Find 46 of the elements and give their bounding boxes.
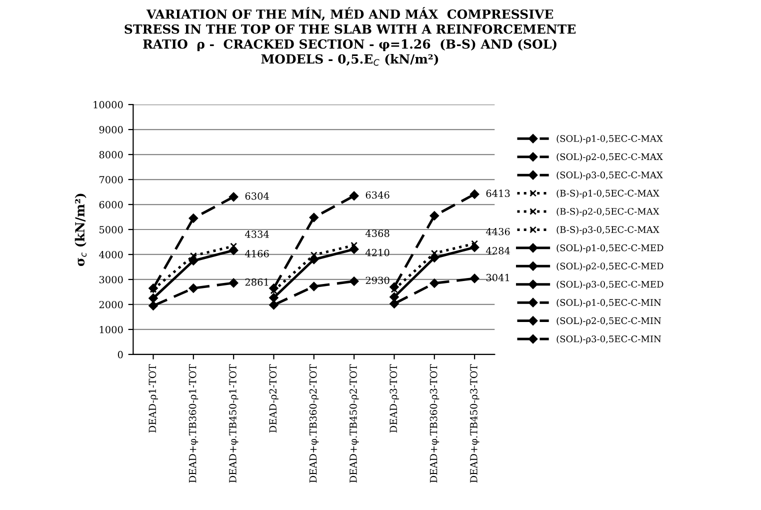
x-tick-label: DEAD+φ.TB450-ρ1-TOT <box>229 364 238 483</box>
y-tick-label: 6000 <box>99 200 123 208</box>
legend-label: (B-S)-ρ3-0,5EC-C-MAX <box>556 226 660 235</box>
y-tick-label: 7000 <box>100 176 123 184</box>
legend-label: (SOL)-ρ2-0,5EC-C-MED <box>556 262 664 272</box>
legend-label: (B-S)-ρ2-0,5EC-C-MAX <box>556 208 660 217</box>
y-tick-label: 0 <box>118 350 123 358</box>
data-label: 3041 <box>486 274 510 282</box>
x-tick-label: DEAD+φ.TB450-ρ3-TOT <box>470 364 480 483</box>
legend-label: (SOL)-ρ2-0,5EC-C-MIN <box>556 317 662 326</box>
legend-label: (SOL)-ρ3-0,5EC-C-MIN <box>556 335 662 344</box>
data-label: 4368 <box>365 230 390 238</box>
y-tick-label: 5000 <box>100 226 123 234</box>
legend-label: (SOL)-ρ1-0,5EC-C-MIN <box>556 298 662 308</box>
y-tick-label: 9000 <box>99 126 123 134</box>
data-label: 4436 <box>486 228 510 236</box>
legend-label: (B-S)-ρ1-0,5EC-C-MAX <box>556 190 660 198</box>
x-tick-label: DEAD-ρ2-TOT <box>269 364 278 433</box>
x-tick-label: DEAD+φ.TB360-ρ1-TOT <box>188 364 198 483</box>
data-label: 4334 <box>244 230 269 238</box>
x-tick-label: DEAD+φ.TB360-ρ2-TOT <box>309 364 319 483</box>
y-tick-label: 3000 <box>99 276 123 284</box>
x-tick-label: DEAD-ρ3-TOT <box>390 364 399 433</box>
chart-title: VARIATION OF THE MÍN, MÉD AND MÁX COMPRESSIVE STRESS IN THE TOP OF THE SLAB WITH A REINFORCEMENTE RATIO ρ - CRACKED SECTION - φ=1.26 (B-S) AND (SOL) MODELS - 0,5.E$_{C}$ (kN/m²) <box>124 7 576 66</box>
data-label: 4166 <box>244 250 269 258</box>
data-label: 4284 <box>486 247 510 254</box>
legend-label: (SOL)-ρ3-0,5EC-C-MAX <box>556 171 663 180</box>
legend-label: (SOL)-ρ1-0,5EC-C-MAX <box>556 134 663 144</box>
x-tick-label: DEAD+φ.TB360-ρ3-TOT <box>430 364 440 483</box>
legend-label: (SOL)-ρ1-0,5EC-C-MED <box>556 244 664 253</box>
legend-label: (SOL)-ρ2-0,5EC-C-MAX <box>556 153 663 162</box>
data-label: 6304 <box>245 192 269 200</box>
y-tick-label: 2000 <box>99 300 123 308</box>
y-tick-label: 8000 <box>99 151 123 158</box>
y-axis-title: σ$_{c}$ (kN/m²) <box>74 194 87 266</box>
data-label: 6346 <box>366 191 390 199</box>
y-tick-label: 10000 <box>94 101 123 108</box>
data-label: 2930 <box>366 276 390 284</box>
data-label: 2861 <box>245 278 268 286</box>
data-label: 4210 <box>365 248 390 256</box>
legend-label: (SOL)-ρ3-0,5EC-C-MED <box>556 280 664 290</box>
y-tick-label: 1000 <box>100 326 123 334</box>
data-label: 6413 <box>486 190 510 198</box>
y-tick-label: 4000 <box>99 250 123 258</box>
x-tick-label: DEAD+φ.TB450-ρ2-TOT <box>350 364 359 483</box>
x-tick-label: DEAD-ρ1-TOT <box>148 364 158 433</box>
